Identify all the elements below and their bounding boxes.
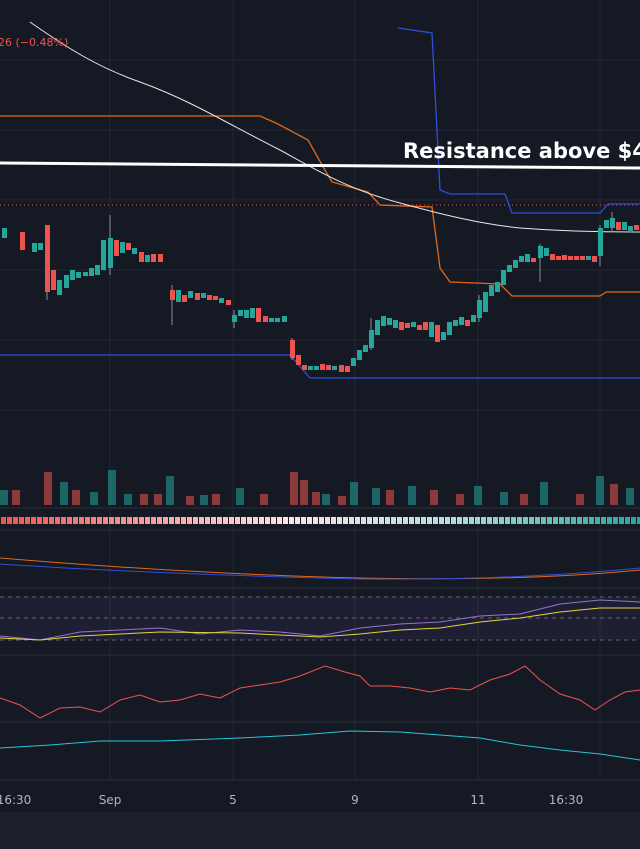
moving-average xyxy=(29,21,640,233)
x-tick-label: 5 xyxy=(229,793,237,807)
rsi-ma xyxy=(0,607,640,641)
x-tick-label: 16:30 xyxy=(549,793,584,807)
x-tick-label: 11 xyxy=(470,793,485,807)
resistance-line xyxy=(0,161,640,170)
annotation: Resistance above $48 xyxy=(403,139,640,163)
rsi-line xyxy=(0,599,640,641)
x-tick-label: 9 xyxy=(351,793,359,807)
osc-orange xyxy=(0,557,640,580)
red-indicator xyxy=(0,665,640,719)
rsi-band xyxy=(0,597,640,640)
grid xyxy=(0,0,640,780)
osc-blue xyxy=(0,563,640,580)
lower-band xyxy=(0,354,640,379)
pane-separators xyxy=(0,507,640,781)
indicator-strip xyxy=(0,517,640,524)
x-tick-label: Sep xyxy=(99,793,122,807)
price-change: 26 (−0.48%) xyxy=(0,36,68,49)
orange-line xyxy=(0,115,640,297)
volume-up xyxy=(0,470,634,505)
upper-band xyxy=(397,27,640,214)
cyan-indicator xyxy=(0,730,640,761)
rsi-levels xyxy=(0,596,640,641)
x-tick-label: 16:30 xyxy=(0,793,31,807)
bottom-bar xyxy=(0,812,640,849)
volume-down xyxy=(12,472,618,505)
